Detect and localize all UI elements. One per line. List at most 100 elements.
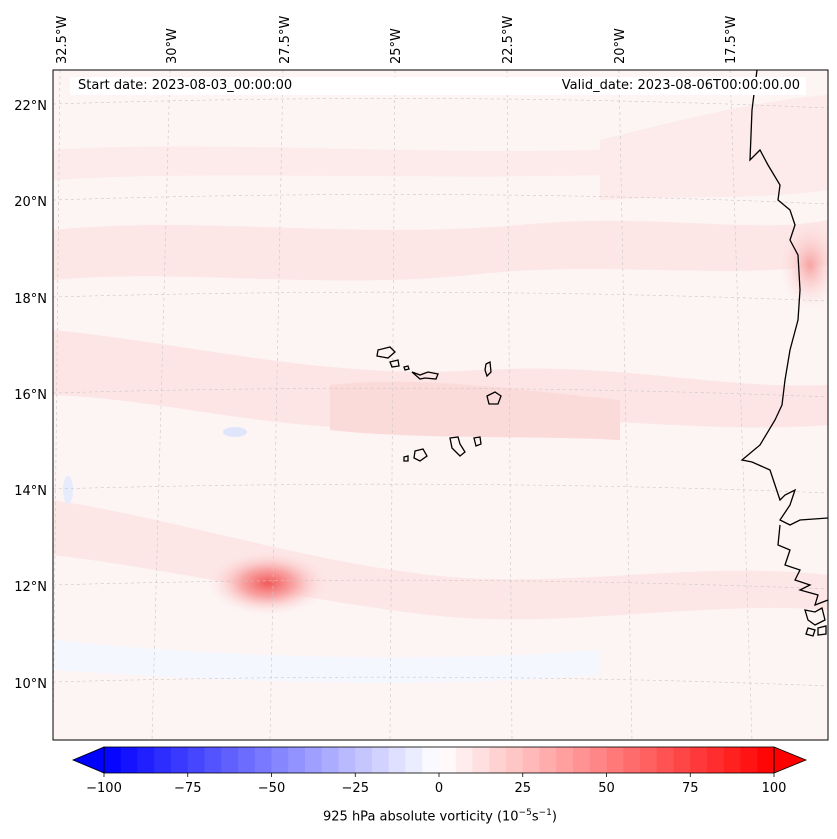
valid-date-label: Valid_date: 2023-08-06T00:00:00.00 [561, 78, 800, 93]
colorbar-segment [522, 747, 540, 773]
lat-label: 12°N [14, 580, 47, 595]
lat-label: 10°N [14, 677, 47, 692]
colorbar-segment [154, 747, 172, 773]
colorbar-segment [321, 747, 339, 773]
colorbar-tick-label: −50 [258, 781, 285, 796]
weak-negative-patch [63, 476, 73, 504]
colorbar-segment [623, 747, 641, 773]
meridian-20w [618, 70, 633, 740]
colorbar-segment [405, 747, 423, 773]
vorticity-field [53, 70, 828, 740]
parallel-16n [53, 387, 828, 398]
colorbar-tick-label: 25 [514, 781, 531, 796]
colorbar-segment [539, 747, 557, 773]
map-frame [52, 69, 829, 741]
colorbar-segment [673, 747, 691, 773]
field-band [53, 500, 828, 620]
lon-label: 30°W [165, 28, 180, 64]
colorbar-segment [288, 747, 306, 773]
colorbar-segment [656, 747, 674, 773]
colorbar-segment [338, 747, 356, 773]
colorbar-segment [137, 747, 155, 773]
colorbar-tick-label: −100 [86, 781, 122, 796]
colorbar-segment [723, 747, 741, 773]
colorbar-segment [472, 747, 490, 773]
latitude-labels: 22°N 20°N 18°N 16°N 14°N 12°N 10°N [14, 99, 47, 692]
info-box [70, 77, 806, 95]
colorbar-segment [221, 747, 239, 773]
parallel-12n [53, 579, 828, 590]
longitude-labels: 32.5°W 30°W 27.5°W 25°W 22.5°W 20°W 17.5… [55, 16, 739, 64]
colorbar-segment [757, 747, 775, 773]
island-fogo [413, 448, 428, 462]
colorbar-label-exponent: −5 [518, 808, 532, 818]
island-santiago [449, 436, 466, 457]
colorbar-segment [187, 747, 205, 773]
meridian-22-5w [506, 70, 513, 740]
island-santa-luzia [403, 365, 410, 371]
colorbar-label-text: 925 hPa absolute vorticity (10 [323, 809, 519, 825]
parallel-14n [53, 483, 828, 494]
island-sao-vicente [389, 359, 400, 368]
colorbar-segment [690, 747, 708, 773]
parallel-18n [53, 291, 828, 302]
parallel-22n [53, 98, 828, 109]
lon-label: 32.5°W [55, 16, 70, 64]
colorbar-segment [388, 747, 406, 773]
africa-coastline [740, 70, 828, 526]
lon-label: 20°W [613, 28, 628, 64]
colorbar-segment [589, 747, 607, 773]
meridian-17-5w [729, 70, 753, 740]
colorbar-segment [556, 747, 574, 773]
guinea-coast [777, 524, 828, 607]
colorbar-label-exponent: −1 [538, 808, 552, 818]
island-brava [403, 455, 409, 462]
lat-label: 20°N [14, 195, 47, 210]
bijagos-islands [804, 607, 826, 626]
lat-label: 16°N [14, 388, 47, 403]
colorbar-segment [254, 747, 272, 773]
colorbar-segment [171, 747, 189, 773]
colorbar-segment [489, 747, 507, 773]
colorbar-segment [271, 747, 289, 773]
island-sal [484, 360, 492, 378]
meridian-25w [389, 70, 396, 740]
colorbar-segment [372, 747, 390, 773]
colorbar-tick-label: 100 [762, 781, 787, 796]
start-date-label: Start date: 2023-08-03_00:00:00 [78, 78, 293, 93]
colorbar-segment [204, 747, 222, 773]
colorbar-tick-label: 50 [598, 781, 615, 796]
field-band [330, 381, 620, 440]
lon-label: 27.5°W [278, 16, 293, 64]
field-band [53, 146, 600, 180]
island-santo-antao [376, 346, 396, 359]
colorbar-segment [104, 747, 122, 773]
lat-label: 22°N [14, 99, 47, 114]
colorbar-tick-label: 75 [682, 781, 699, 796]
colorbar-segment [120, 747, 138, 773]
colorbar-segment [573, 747, 591, 773]
colorbar-max-extend-arrow [773, 746, 808, 774]
bijagos-islands [805, 627, 816, 637]
colorbar-segment [422, 747, 440, 773]
parallel-20n [53, 194, 828, 205]
lon-label: 25°W [389, 28, 404, 64]
colorbar-segment [455, 747, 473, 773]
colorbar-segment [707, 747, 725, 773]
colorbar-segment [640, 747, 658, 773]
lon-label: 22.5°W [501, 16, 516, 64]
field-band [53, 330, 828, 429]
island-boa-vista [486, 391, 502, 405]
colorbar-segment [238, 747, 256, 773]
lat-label: 14°N [14, 484, 47, 499]
graticule [53, 70, 828, 740]
colorbar-segment [355, 747, 373, 773]
lon-label: 17.5°W [724, 16, 739, 64]
parallel-10n [53, 676, 828, 687]
weak-negative-patch [223, 427, 247, 437]
colorbar-segment [606, 747, 624, 773]
coastline [376, 70, 828, 637]
island-maio [473, 436, 482, 447]
lat-label: 18°N [14, 292, 47, 307]
colorbar-tick-label: −75 [174, 781, 201, 796]
